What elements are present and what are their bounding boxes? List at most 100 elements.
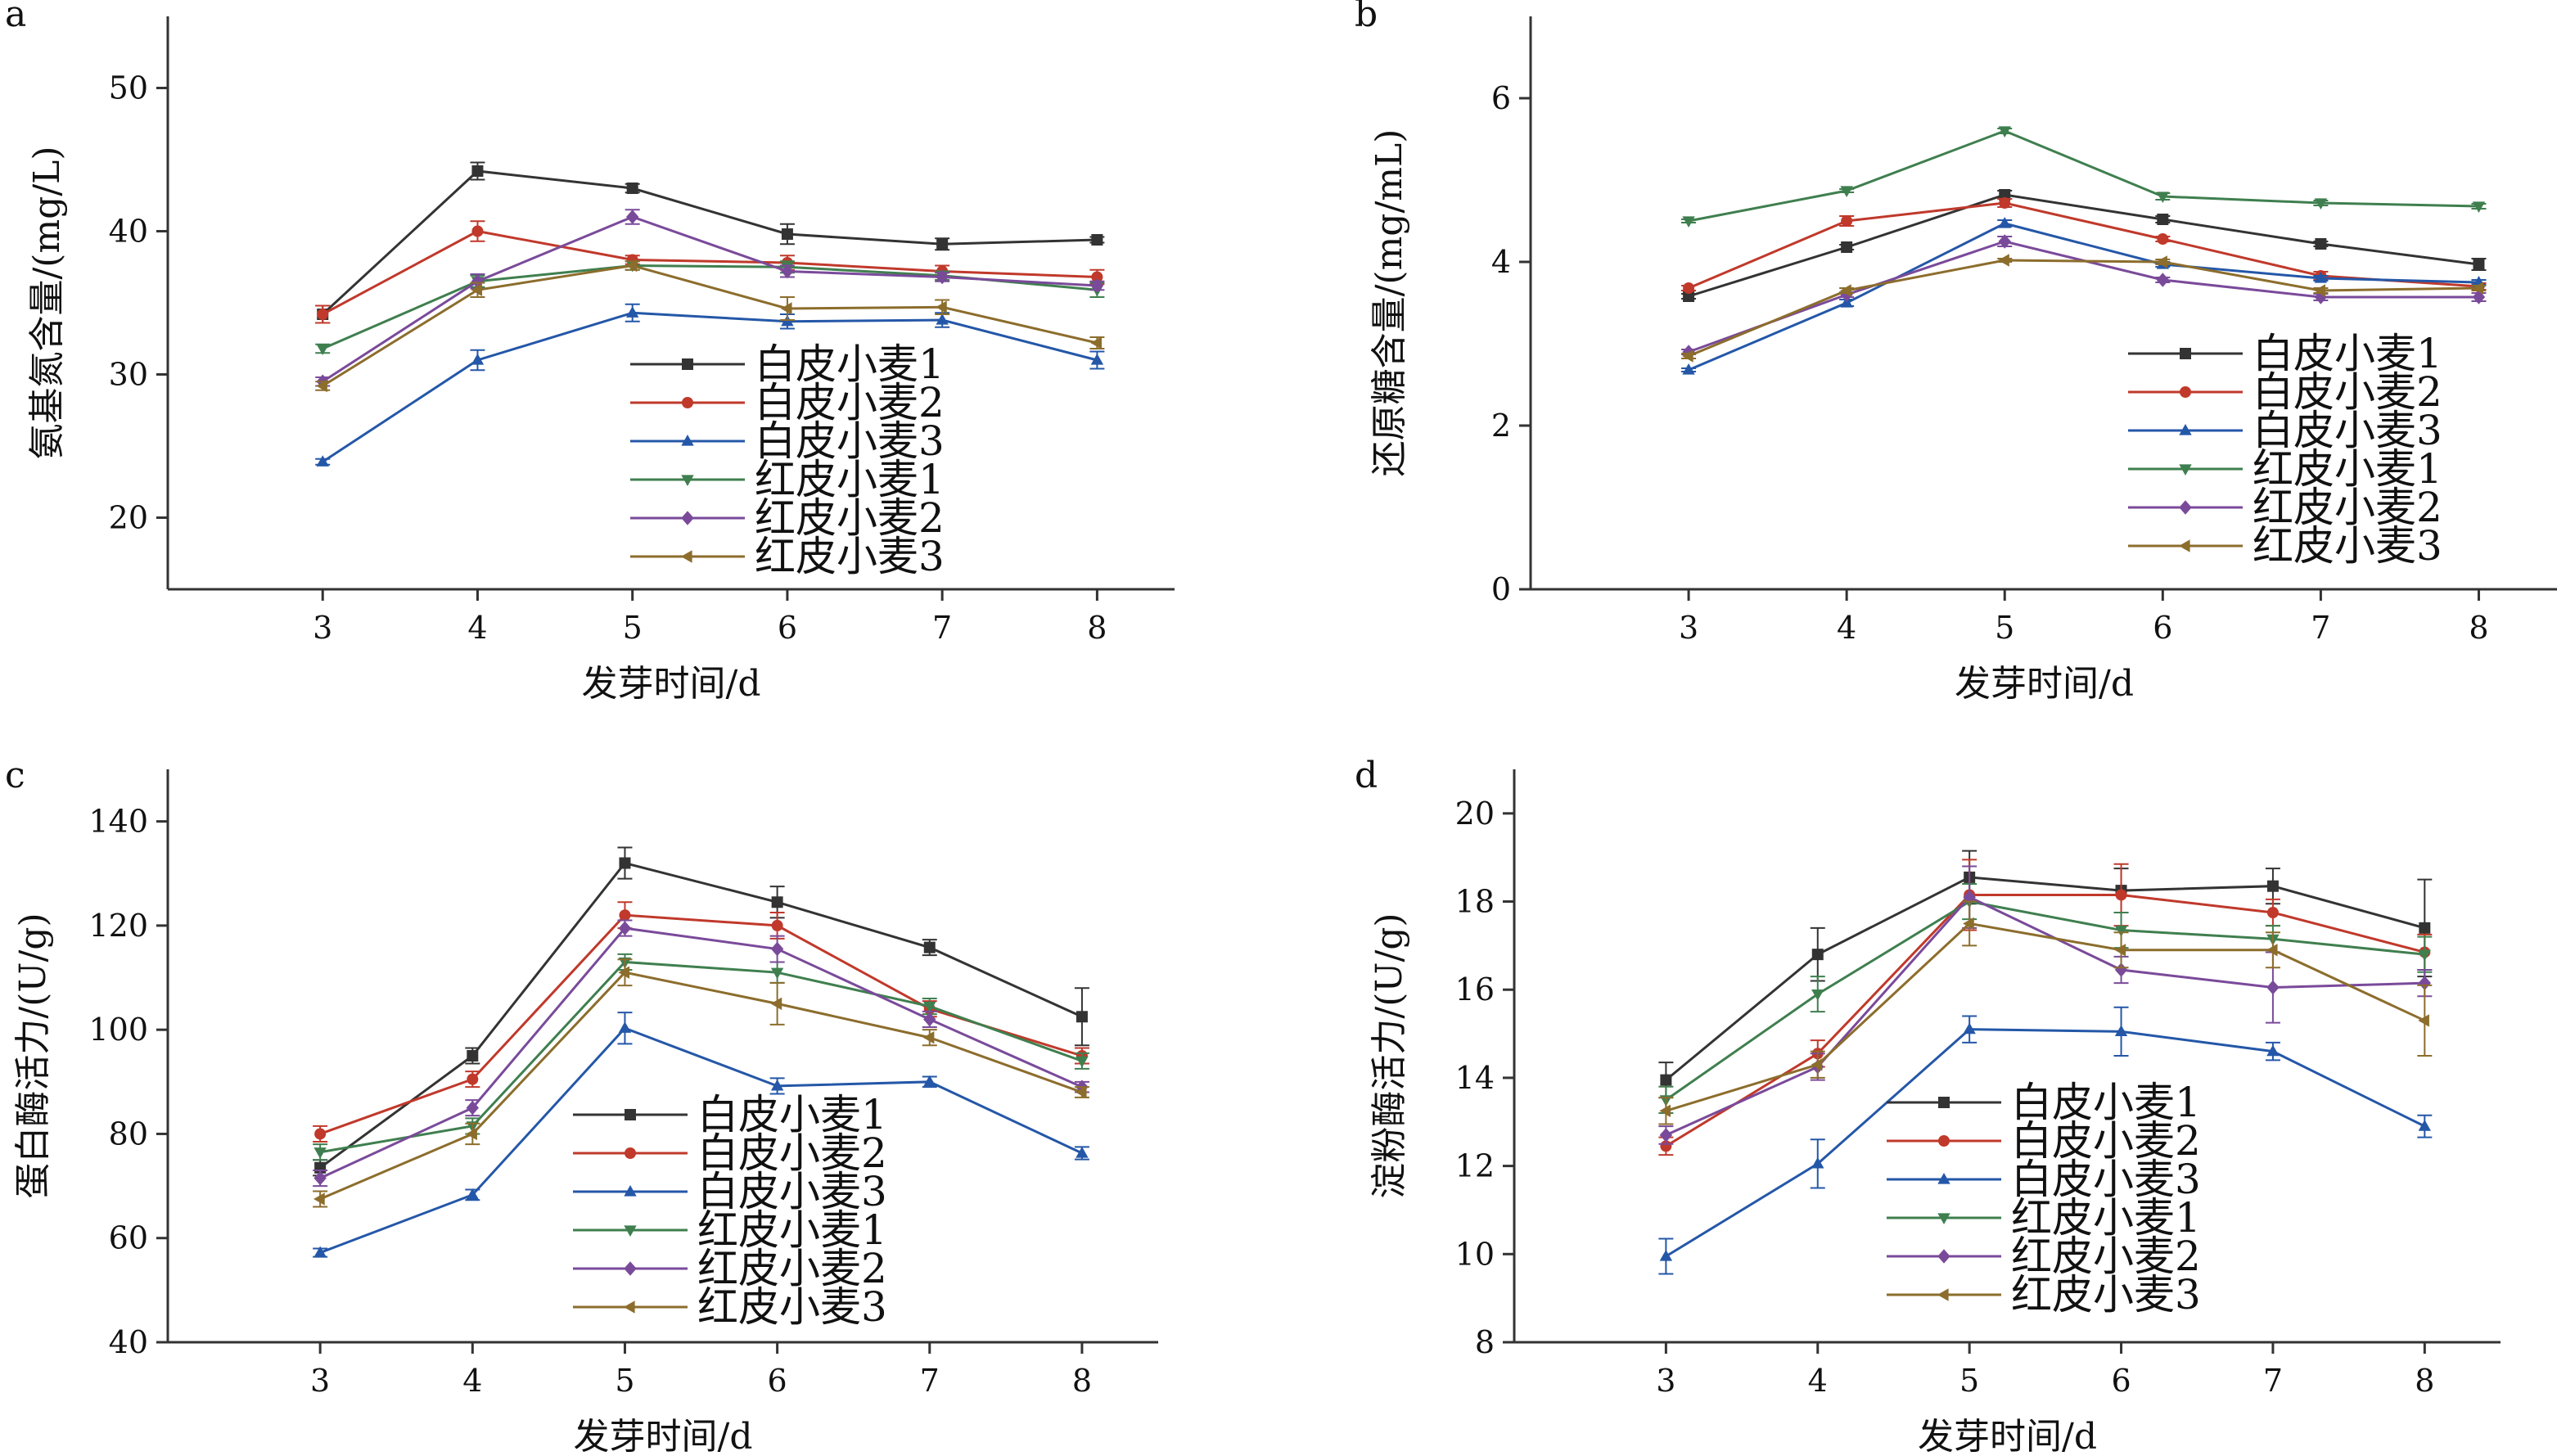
x-tick-label: 4 [462,1363,482,1399]
data-point [2315,238,2327,250]
legend-marker [623,1300,635,1314]
data-point [1682,363,1695,375]
series-line [1665,922,2425,1112]
y-tick-label: 14 [1455,1060,1495,1096]
x-tick-label: 5 [615,1363,634,1399]
series-line [319,861,1083,1170]
data-point [1090,336,1102,349]
series-line [1665,1028,2425,1258]
data-point [1841,241,1853,253]
data-point [2418,949,2432,962]
x-tick-label: 5 [1959,1363,1979,1399]
legend-marker [2180,348,2191,359]
data-point [1811,989,1824,1001]
data-point [1659,1104,1671,1118]
data-point [317,309,329,320]
data-point [770,1079,784,1091]
legend-label: 白皮小麦3 [2011,1156,2201,1203]
legend-marker [625,1147,636,1159]
legend-label: 红皮小麦2 [2253,484,2442,531]
x-tick-label: 6 [2111,1363,2131,1399]
panel-letter: d [1355,755,1378,796]
data-point [2472,201,2486,214]
y-axis-title: 还原糖含量/(mg/mL) [1369,129,1410,477]
legend-marker [682,358,693,370]
legend-marker [1938,1097,1950,1108]
y-tick-label: 50 [109,70,148,106]
data-point [2418,1120,2432,1131]
data-point [771,896,783,908]
legend-marker [1937,1249,1950,1264]
data-point [625,306,639,318]
data-point [1998,126,2011,138]
data-point [2266,907,2279,918]
legend-marker [624,1184,637,1197]
legend-label: 白皮小麦1 [697,1091,887,1138]
data-point [2418,1014,2429,1027]
x-axis-title: 发芽时间/d [574,1416,753,1456]
data-point [316,455,329,467]
x-tick-label: 6 [768,1363,787,1399]
data-point [2472,282,2484,295]
data-point [2266,944,2278,957]
chart-panel-b: 0 2 4 6 3 4 5 6 7 8 发芽时间/d 还原糖含量/(mg/mL) b 白皮小麦1白皮小麦2… [1355,0,2557,705]
legend-marker [2179,464,2192,476]
data-point [1840,186,1853,198]
series-1 [1681,189,2487,302]
data-point [1076,1056,1089,1068]
x-tick-label: 8 [2469,610,2488,646]
data-point [923,1001,936,1013]
series-line [1688,193,2479,298]
legend-marker [1938,1135,1950,1147]
data-point [1840,284,1851,297]
data-point [1076,1146,1089,1158]
data-point [781,228,793,240]
data-point [1811,1058,1823,1071]
data-point [1998,254,2009,267]
data-point [2114,962,2128,977]
data-point [936,269,949,285]
x-axis-title: 发芽时间/d [1955,663,2134,705]
x-tick-label: 6 [778,610,797,646]
data-point [1076,1011,1088,1023]
data-point [471,165,484,177]
series-line [322,169,1098,316]
data-point [1091,234,1103,246]
legend-label: 白皮小麦1 [2253,330,2442,377]
x-tick-label: 5 [1995,610,2014,646]
x-tick-label: 6 [2153,610,2172,646]
legend-label: 白皮小麦2 [697,1129,887,1177]
y-tick-label: 100 [88,1012,148,1048]
legend-marker [1937,1288,1949,1301]
y-tick-label: 120 [88,908,148,944]
y-tick-label: 140 [88,804,148,840]
data-point [1682,216,1695,228]
data-point [1963,917,1974,931]
data-point [2266,880,2279,892]
legend-label: 白皮小麦2 [2011,1117,2201,1165]
panel-letter: c [5,755,25,796]
legend-label: 红皮小麦3 [755,533,945,580]
data-point [618,966,630,979]
series-6 [1658,900,2433,1125]
y-axis-title: 蛋白酶活力/(U/g) [12,913,54,1198]
data-point [2115,889,2127,901]
y-axis-title: 淀粉酶活力/(U/g) [1369,913,1410,1198]
chart-panel-c: 40 60 80 100 120 140 3 4 5 6 7 8 发芽时间/d 蛋白酶活力/(U/g) c 白… [5,755,1158,1456]
data-point [1811,1156,1824,1169]
data-point [1090,353,1104,365]
data-point [625,210,639,224]
x-tick-label: 3 [313,610,332,646]
series-3 [313,1012,1089,1258]
data-point [2156,192,2170,204]
series-3 [315,303,1105,467]
data-point [2266,1044,2280,1057]
y-tick-label: 0 [1491,571,1511,607]
panel-letter: a [5,0,26,35]
y-tick-label: 2 [1491,408,1511,444]
series-5 [315,209,1105,389]
data-point [1840,287,1853,302]
data-point [1998,234,2011,249]
